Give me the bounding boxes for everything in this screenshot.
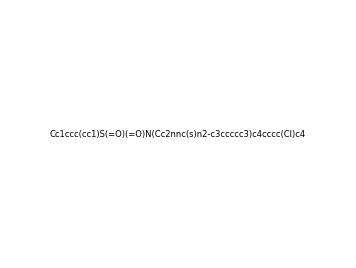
Text: Cc1ccc(cc1)S(=O)(=O)N(Cc2nnc(s)n2-c3ccccc3)c4cccc(Cl)c4: Cc1ccc(cc1)S(=O)(=O)N(Cc2nnc(s)n2-c3cccc… [50,129,306,139]
